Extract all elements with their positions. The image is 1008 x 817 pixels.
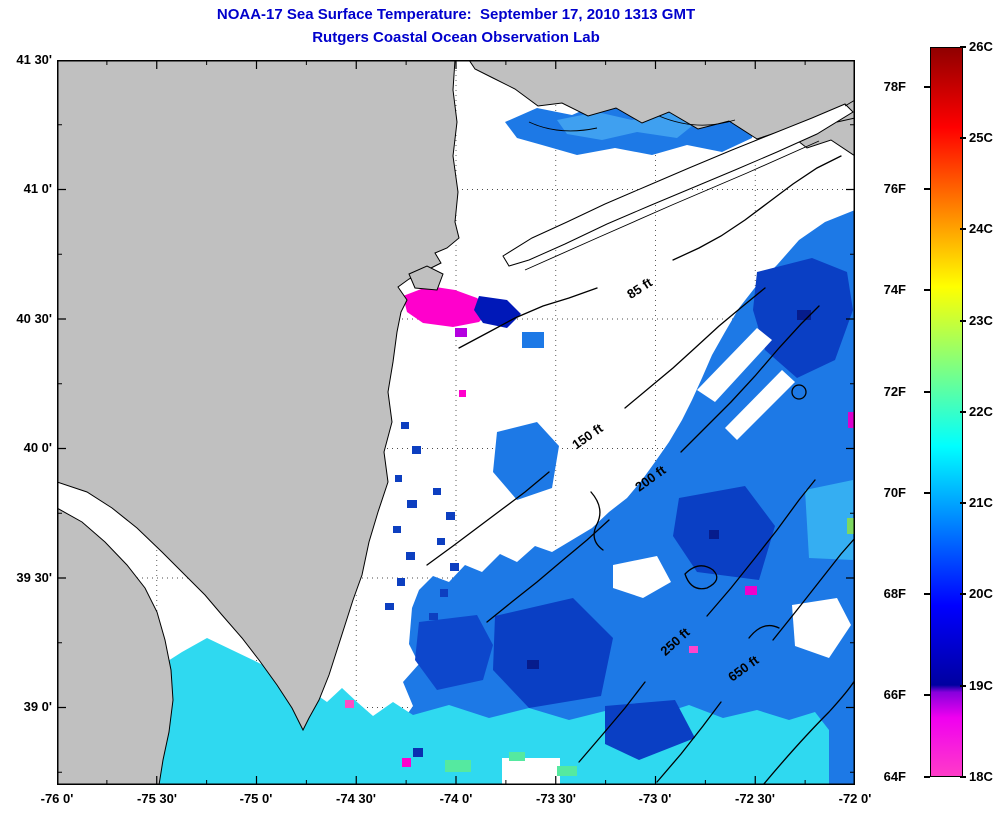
sst-green-bits [445, 752, 577, 776]
sst-light-panel [805, 480, 853, 560]
fahrenheit-label-68: 68F [868, 586, 930, 602]
coast-staten-island [408, 265, 444, 291]
x-tick-label-74-30: -74 30' [336, 791, 376, 806]
x-tick-label-72-0: -72 0' [838, 791, 872, 806]
celsius-label-20: 20C [960, 586, 1007, 602]
coast-detail-lines [524, 99, 856, 271]
celsius-label-19: 19C [960, 678, 1007, 694]
celsius-label-26: 26C [960, 39, 1007, 55]
fahrenheit-label-64: 64F [868, 769, 930, 785]
coast-connecticut [468, 59, 856, 157]
fahrenheit-label-70: 70F [868, 485, 930, 501]
coast-delmarva [56, 507, 174, 786]
tick-marks [58, 61, 854, 784]
sst-magenta-specks [345, 390, 855, 767]
cloud-holes [502, 328, 851, 785]
sst-nearshore-pixels [385, 422, 459, 620]
sst-harbor-plume [403, 286, 521, 337]
sst-layer [157, 92, 855, 785]
land-layer [56, 59, 856, 786]
figure-title: NOAA-17 Sea Surface Temperature: Septemb… [216, 6, 696, 23]
y-tick-label-41-0: 41 0' [23, 181, 52, 196]
map-plot: 85 ft 150 ft 200 ft 250 ft 650 ft [56, 59, 856, 786]
x-tick-label-76-0: -76 0' [40, 791, 74, 806]
x-tick-label-74-0: -74 0' [439, 791, 473, 806]
map-canvas: 85 ft 150 ft 200 ft 250 ft 650 ft [56, 59, 856, 786]
y-tick-label-40-0: 40 0' [23, 440, 52, 455]
celsius-label-18: 18C [960, 769, 1007, 785]
coast-long-island [502, 103, 854, 267]
axis-border [57, 60, 855, 785]
colorbar-gradient [930, 47, 963, 777]
figure-subtitle: Rutgers Coastal Ocean Observation Lab [312, 29, 600, 46]
coast-mainland [56, 59, 460, 732]
fahrenheit-label-76: 76F [868, 181, 930, 197]
x-tick-label-75-30: -75 30' [137, 791, 177, 806]
sst-dark-patches [493, 258, 853, 760]
celsius-label-22: 22C [960, 404, 1007, 420]
contour-layer [426, 155, 856, 786]
fahrenheit-label-78: 78F [868, 79, 930, 95]
y-tick-label-39-0: 39 0' [23, 699, 52, 714]
celsius-label-23: 23C [960, 313, 1007, 329]
x-tick-label-75-0: -75 0' [239, 791, 273, 806]
fahrenheit-label-66: 66F [868, 687, 930, 703]
y-tick-label-39-30: 39 30' [16, 570, 52, 585]
celsius-label-21: 21C [960, 495, 1007, 511]
fahrenheit-label-72: 72F [868, 384, 930, 400]
y-tick-label-41-30: 41 30' [16, 52, 52, 67]
celsius-label-24: 24C [960, 221, 1007, 237]
x-tick-label-73-30: -73 30' [536, 791, 576, 806]
fahrenheit-label-74: 74F [868, 282, 930, 298]
y-tick-label-40-30: 40 30' [16, 311, 52, 326]
celsius-label-25: 25C [960, 130, 1007, 146]
x-tick-label-72-30: -72 30' [735, 791, 775, 806]
x-tick-label-73-0: -73 0' [638, 791, 672, 806]
